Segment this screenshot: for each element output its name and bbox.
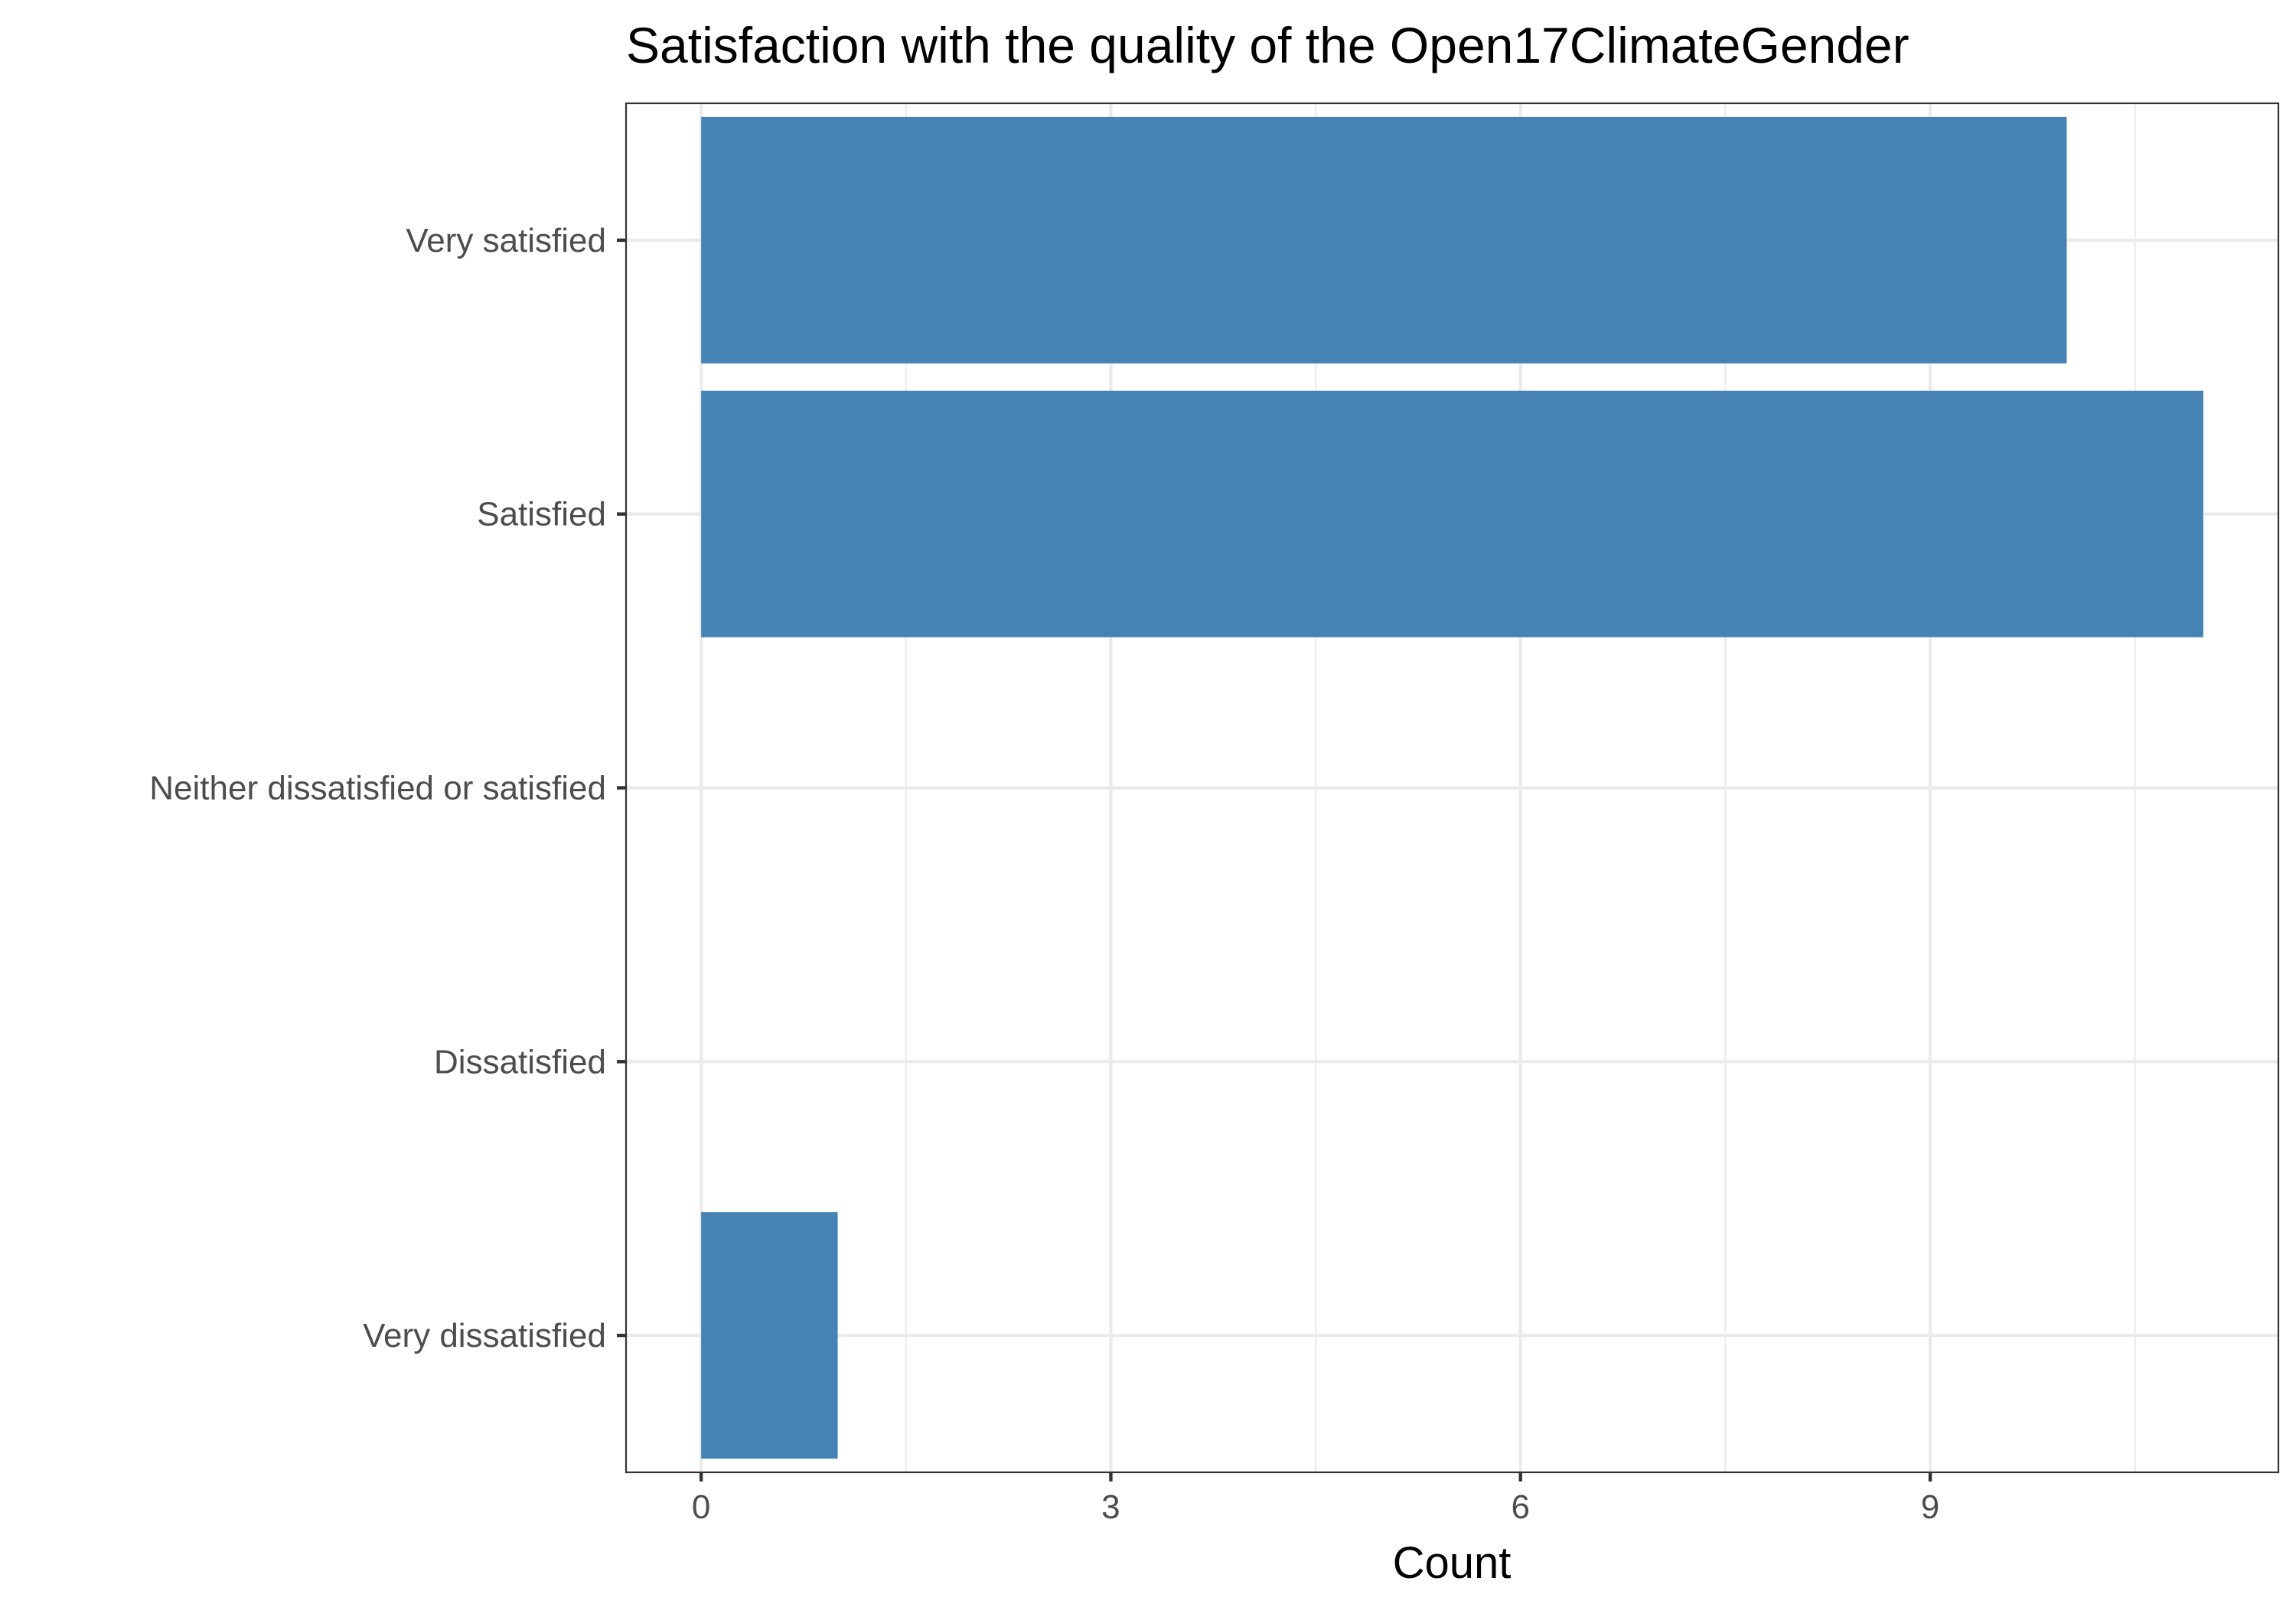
- bars: [701, 116, 2203, 1459]
- x-tick-label: 6: [1511, 1488, 1529, 1526]
- y-tick-label: Very satisfied: [406, 222, 606, 259]
- bar-satisfied: [701, 390, 2203, 637]
- x-axis-title: Count: [1393, 1538, 1512, 1588]
- y-tick-label: Neither dissatisfied or satisfied: [149, 770, 606, 807]
- y-tick-label: Satisfied: [477, 496, 606, 533]
- bar-very-satisfied: [701, 116, 2067, 363]
- y-axis: Very satisfied Satisfied Neither dissatisf…: [149, 222, 626, 1354]
- chart-title: Satisfaction with the quality of the Ope…: [626, 17, 1910, 73]
- x-tick-label: 3: [1101, 1488, 1120, 1526]
- x-tick-label: 9: [1921, 1488, 1939, 1526]
- y-tick-label: Dissatisfied: [434, 1043, 606, 1081]
- y-tick-label: Very dissatisfied: [363, 1317, 606, 1354]
- x-tick-label: 0: [692, 1488, 710, 1526]
- x-axis: 0 3 6 9: [692, 1472, 1939, 1526]
- bar-very-dissatisfied: [701, 1212, 838, 1459]
